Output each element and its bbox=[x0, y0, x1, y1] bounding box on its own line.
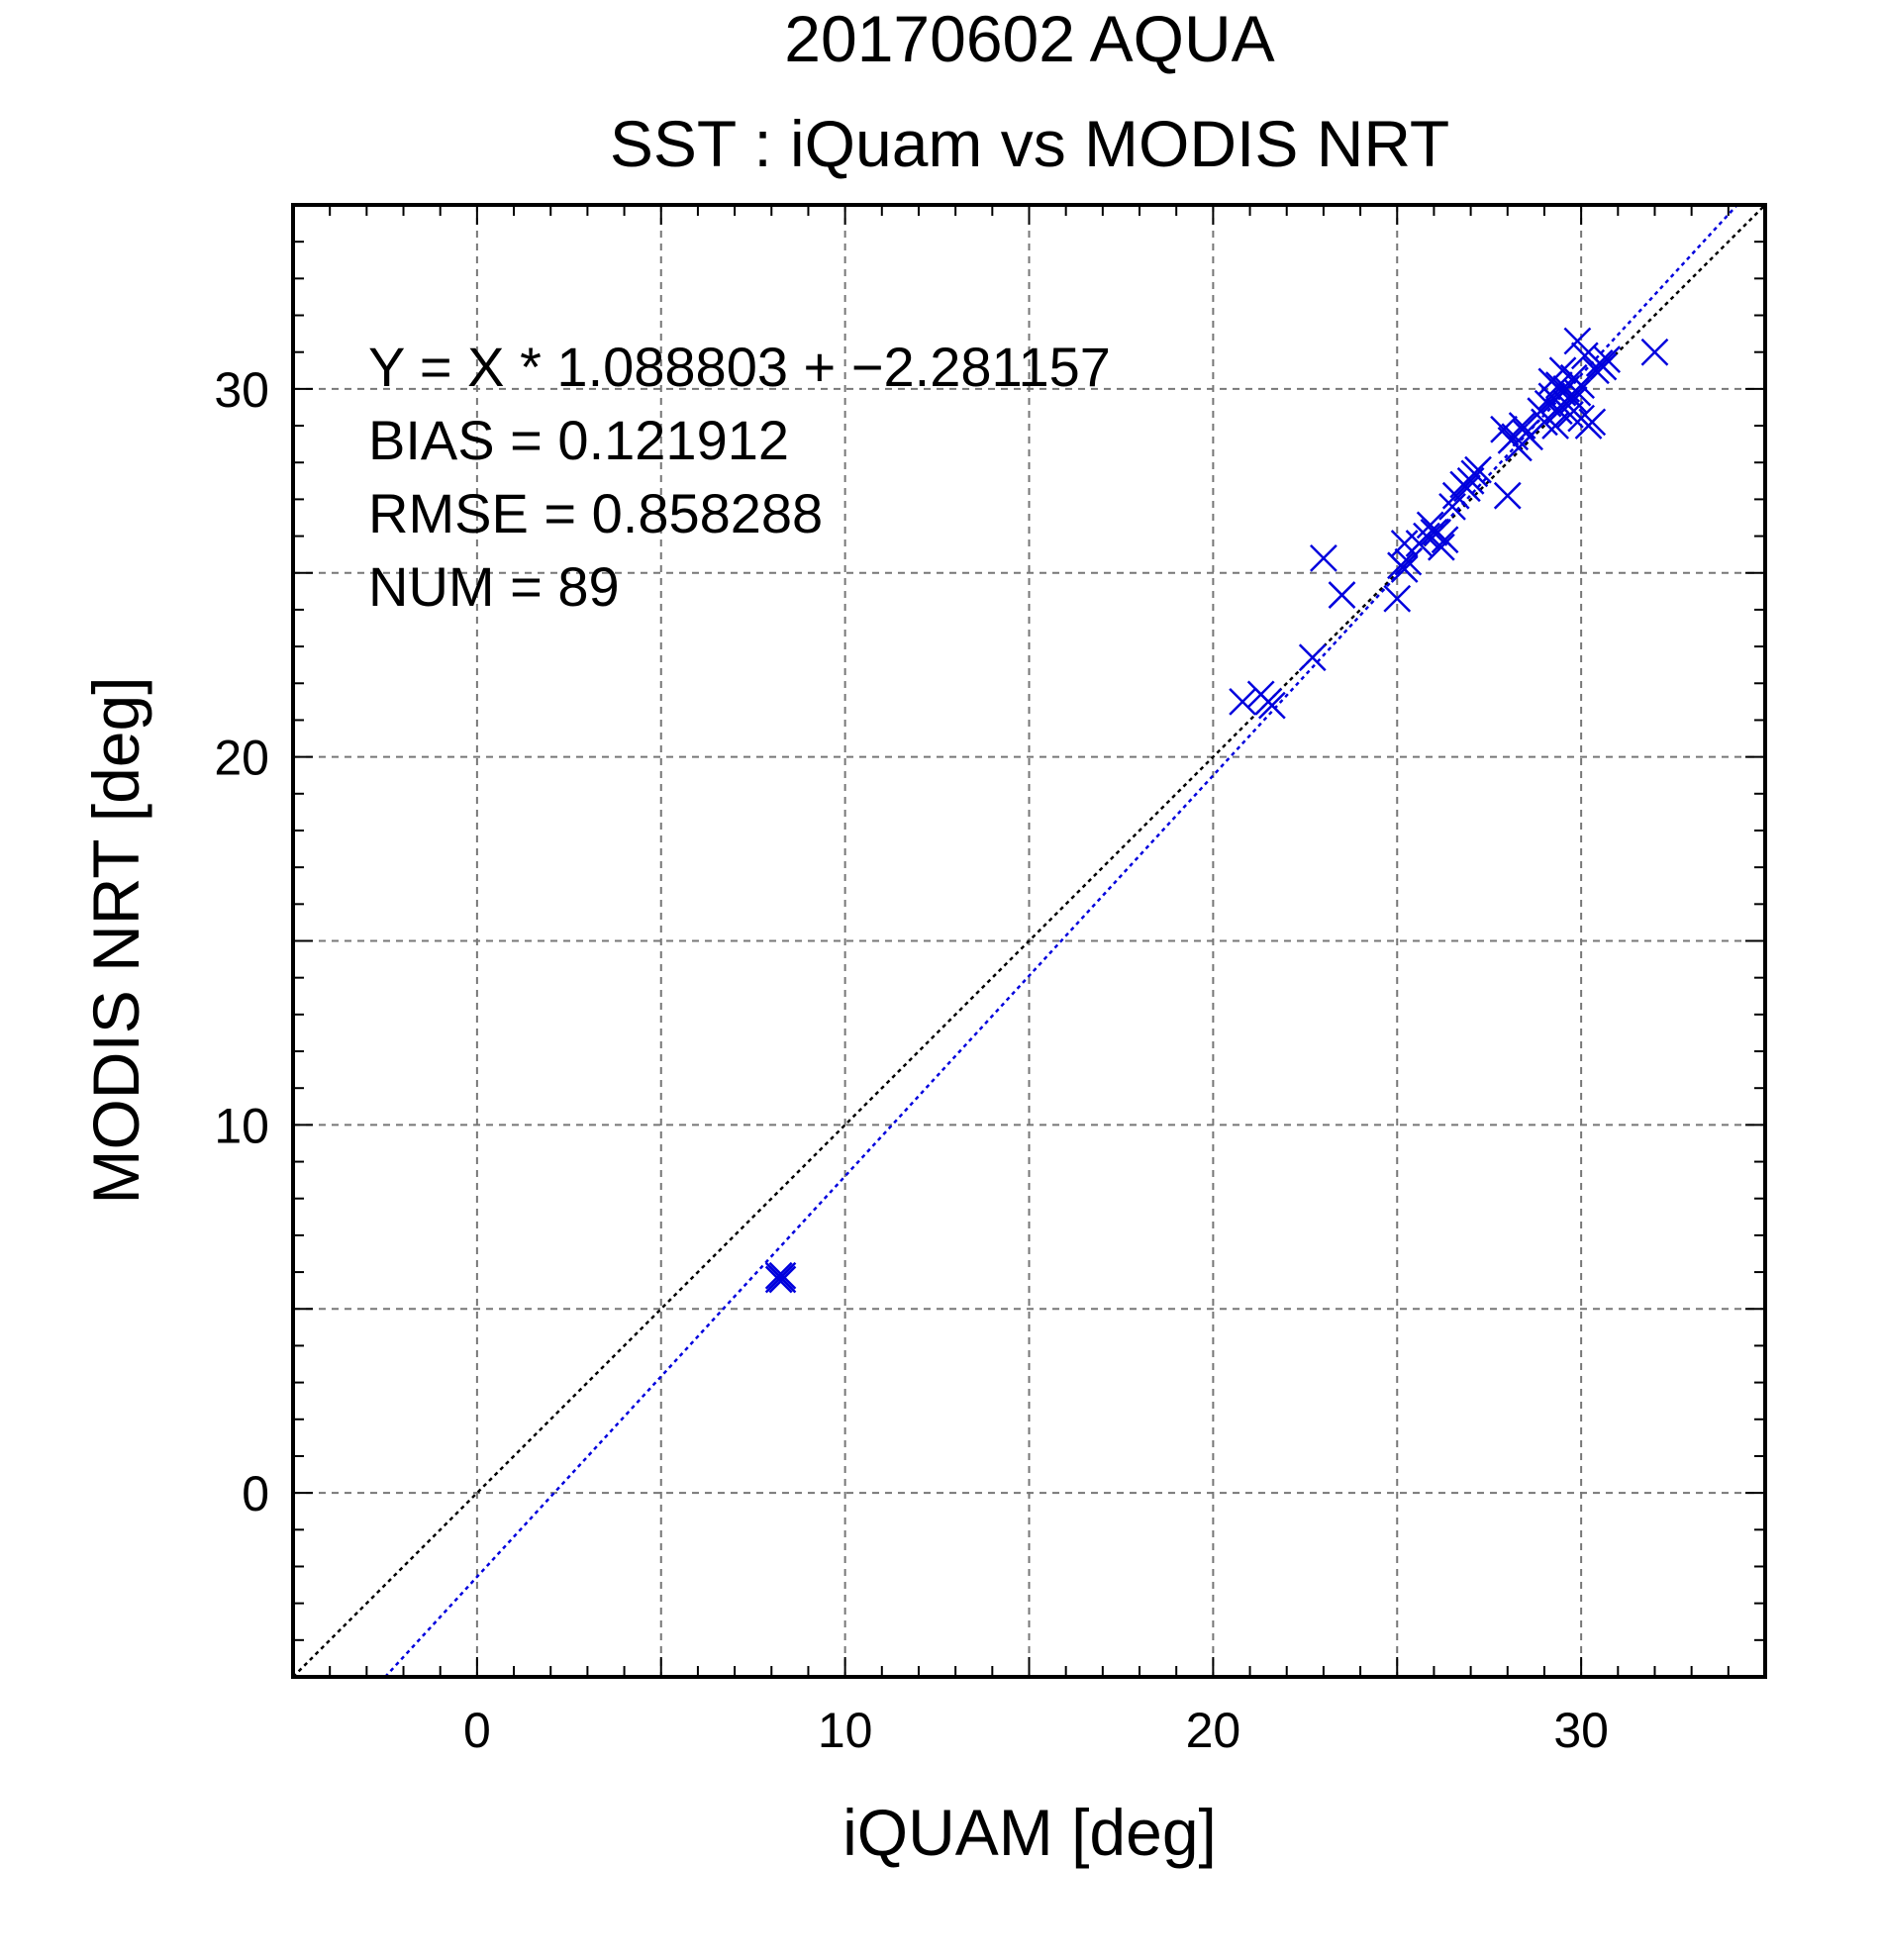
x-tick-label: 0 bbox=[463, 1703, 491, 1758]
stats-line: NUM = 89 bbox=[368, 555, 620, 618]
data-point bbox=[1493, 481, 1522, 510]
grid-lines bbox=[293, 205, 1765, 1677]
data-point bbox=[1559, 386, 1588, 414]
y-axis-label: MODIS NRT [deg] bbox=[79, 676, 152, 1204]
data-point bbox=[764, 1261, 793, 1290]
data-point bbox=[768, 1261, 797, 1290]
data-point bbox=[1452, 474, 1481, 503]
y-tick-labels: 0 10 20 30 bbox=[214, 362, 269, 1521]
data-point bbox=[1438, 492, 1466, 521]
data-point bbox=[1394, 547, 1423, 576]
data-point bbox=[1383, 584, 1412, 613]
data-point bbox=[1593, 345, 1622, 374]
x-axis-label: iQUAM [deg] bbox=[842, 1796, 1217, 1869]
data-point bbox=[1563, 378, 1592, 407]
stats-line: Y = X * 1.088803 + −2.281157 bbox=[368, 336, 1111, 398]
data-point bbox=[1531, 408, 1558, 437]
stats-line: RMSE = 0.858288 bbox=[368, 482, 823, 544]
y-tick-label: 30 bbox=[214, 362, 269, 418]
x-tick-label: 20 bbox=[1186, 1703, 1241, 1758]
data-point bbox=[1578, 408, 1607, 437]
data-point bbox=[1413, 522, 1440, 550]
data-point bbox=[1563, 327, 1592, 355]
data-point bbox=[1640, 338, 1669, 366]
x-tick-label: 10 bbox=[818, 1703, 873, 1758]
data-point bbox=[1257, 691, 1286, 720]
data-point bbox=[1464, 455, 1492, 484]
data-point bbox=[1589, 352, 1618, 381]
y-tick-label: 10 bbox=[214, 1098, 269, 1153]
regression-fit-line bbox=[384, 204, 1738, 1678]
data-point bbox=[1298, 643, 1327, 672]
x-tick-label: 30 bbox=[1553, 1703, 1609, 1758]
chart-title: 20170602 AQUA bbox=[784, 2, 1274, 75]
y-tick-label: 20 bbox=[214, 731, 269, 786]
chart-subtitle: SST : iQuam vs MODIS NRT bbox=[610, 107, 1449, 180]
data-point bbox=[1427, 533, 1455, 561]
fit-line-group bbox=[384, 204, 1738, 1678]
data-point bbox=[1328, 581, 1356, 609]
plot-frame bbox=[291, 203, 1767, 1679]
data-point bbox=[1431, 526, 1459, 554]
data-point bbox=[1390, 555, 1419, 583]
data-point bbox=[1310, 543, 1337, 572]
data-point bbox=[1390, 530, 1419, 557]
data-points bbox=[764, 327, 1669, 1294]
x-tick-labels: 0 10 20 30 bbox=[463, 1703, 1609, 1758]
stats-line: BIAS = 0.121912 bbox=[368, 409, 789, 471]
data-point bbox=[1229, 687, 1256, 716]
stats-annotation: Y = X * 1.088803 + −2.281157 BIAS = 0.121… bbox=[368, 336, 1111, 618]
data-point bbox=[1570, 342, 1599, 370]
y-tick-label: 0 bbox=[242, 1466, 269, 1521]
